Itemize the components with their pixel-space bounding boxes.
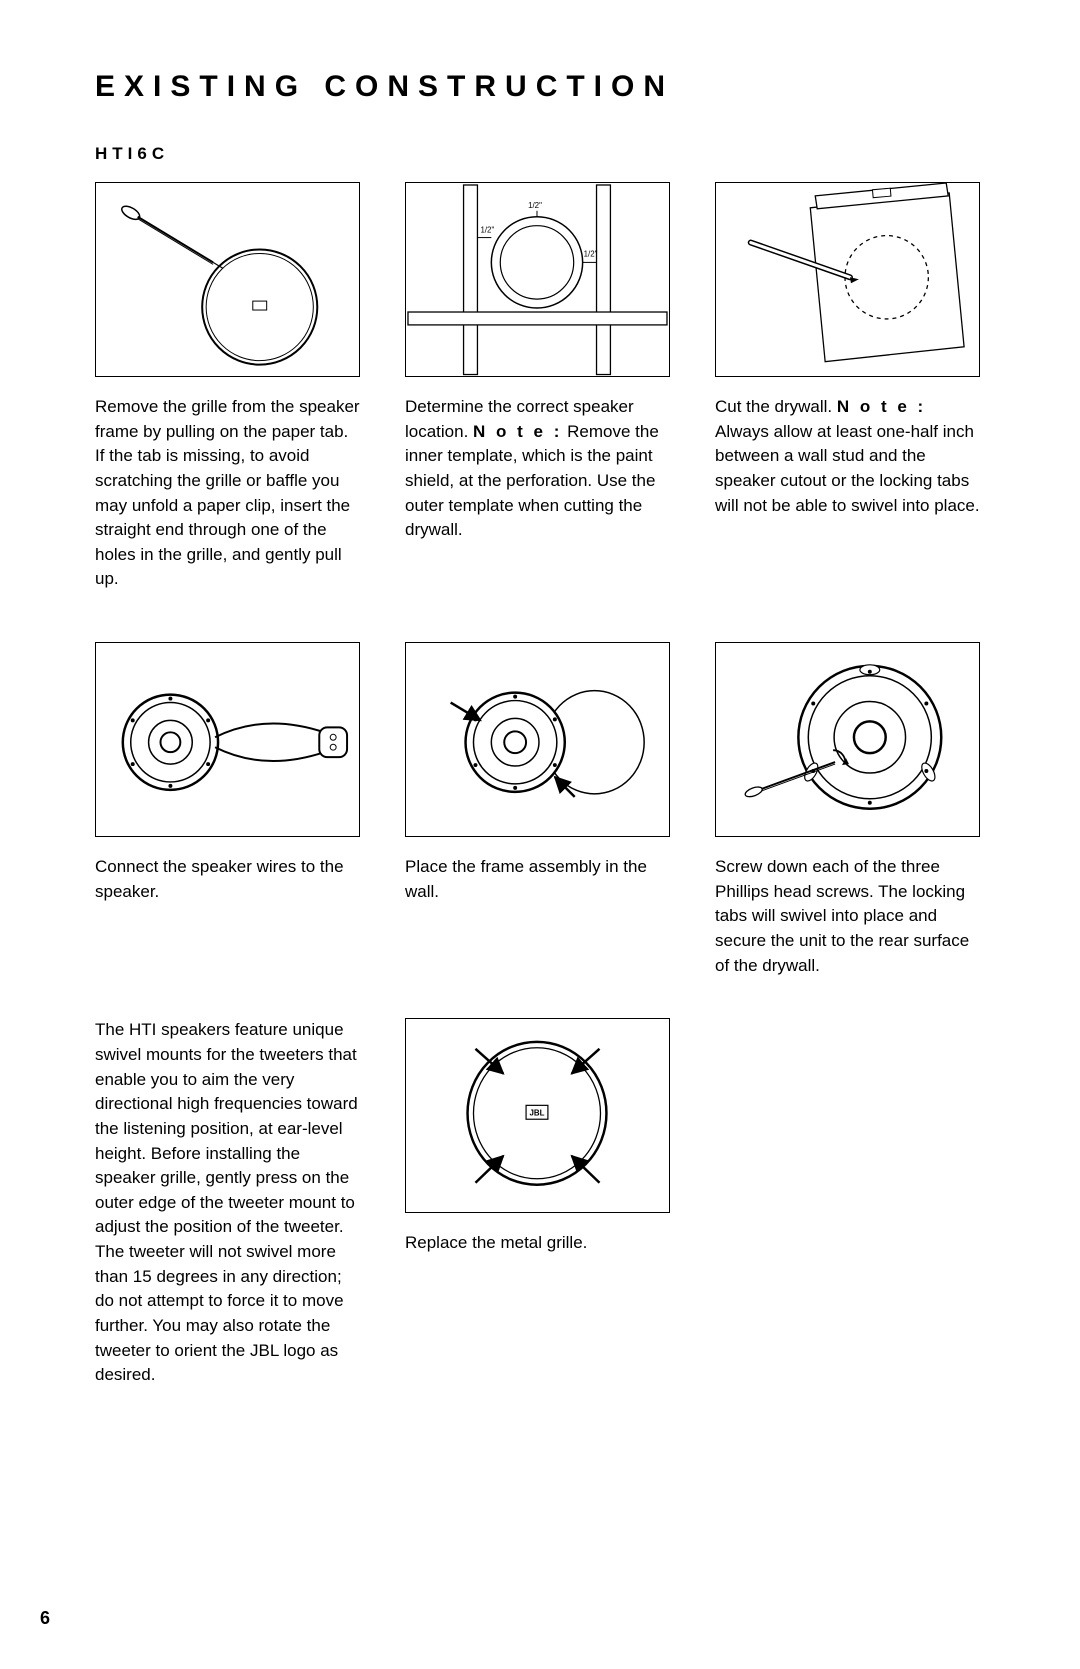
step-1: Remove the grille from the speaker frame…: [95, 182, 360, 592]
step-5: Place the frame assembly in the wall.: [405, 642, 670, 978]
diagram-grille-remove: [95, 182, 360, 377]
step-6: Screw down each of the three Phillips he…: [715, 642, 980, 978]
step-3-caption: Cut the drywall. N o t e : Always allow …: [715, 395, 980, 518]
empty-cell: [715, 1018, 980, 1388]
row-2: Connect the speaker wires to the speaker…: [95, 642, 990, 978]
diagram-screw-tabs: [715, 642, 980, 837]
step-7-caption: The HTI speakers feature unique swivel m…: [95, 1018, 360, 1388]
step-5-caption: Place the frame assembly in the wall.: [405, 855, 670, 904]
page-number: 6: [40, 1608, 50, 1629]
step-7: The HTI speakers feature unique swivel m…: [95, 1018, 360, 1388]
note-label: N o t e :: [837, 397, 926, 416]
svg-text:1/2": 1/2": [584, 249, 598, 258]
row-1: Remove the grille from the speaker frame…: [95, 182, 990, 592]
step-1-caption: Remove the grille from the speaker frame…: [95, 395, 360, 592]
step-4-caption: Connect the speaker wires to the speaker…: [95, 855, 360, 904]
step-8: JBL Replace the metal grille.: [405, 1018, 670, 1388]
diagram-cut-drywall: [715, 182, 980, 377]
step-2: 1/2" 1/2" 1/2" Determine the correct spe…: [405, 182, 670, 592]
step-3: Cut the drywall. N o t e : Always allow …: [715, 182, 980, 592]
diagram-replace-grille: JBL: [405, 1018, 670, 1213]
row-3: The HTI speakers feature unique swivel m…: [95, 1018, 990, 1388]
diagram-template-location: 1/2" 1/2" 1/2": [405, 182, 670, 377]
note-label: N o t e :: [473, 422, 562, 441]
page-title: EXISTING CONSTRUCTION: [95, 70, 990, 104]
diagram-connect-wires: [95, 642, 360, 837]
step-2-caption: Determine the correct speaker location. …: [405, 395, 670, 543]
diagram-place-frame: [405, 642, 670, 837]
svg-text:1/2": 1/2": [528, 201, 542, 210]
model-subtitle: HTI6C: [95, 144, 990, 164]
step-8-caption: Replace the metal grille.: [405, 1231, 670, 1256]
svg-text:1/2": 1/2": [480, 226, 494, 235]
step-6-caption: Screw down each of the three Phillips he…: [715, 855, 980, 978]
step-4: Connect the speaker wires to the speaker…: [95, 642, 360, 978]
svg-text:JBL: JBL: [530, 1109, 545, 1118]
